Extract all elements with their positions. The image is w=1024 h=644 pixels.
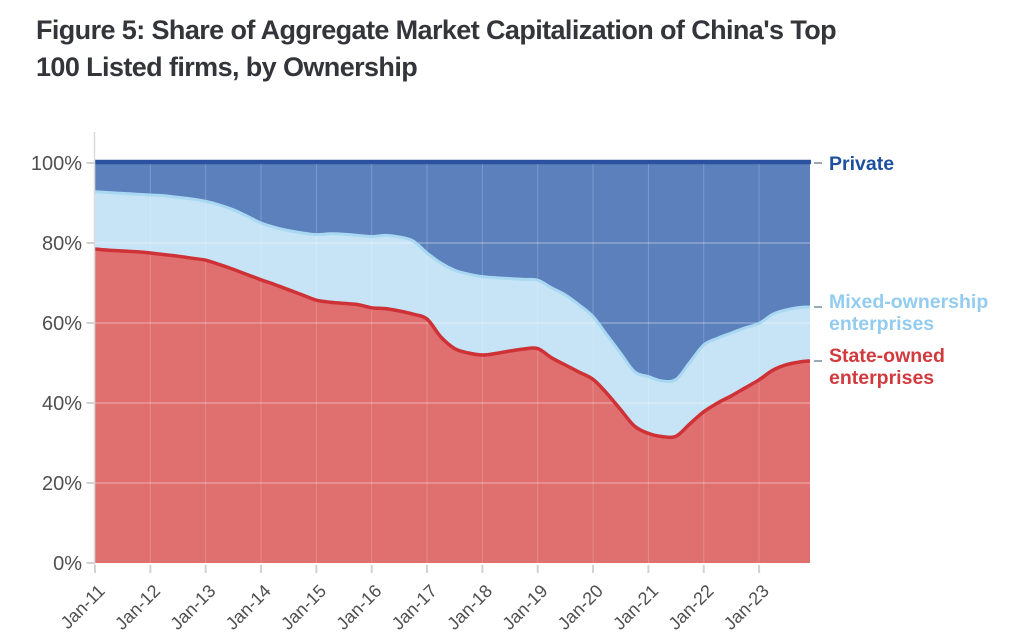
y-tick-label: 60%	[42, 313, 82, 335]
x-tick-label: Jan-12	[111, 581, 164, 634]
x-tick-label: Jan-22	[665, 581, 718, 634]
area-mixed-ownership-enterprises	[95, 191, 810, 438]
legend-label-state-owned-enterprises: State-owned enterprises	[829, 345, 945, 389]
x-tick-label: Jan-23	[720, 581, 773, 634]
legend-label-private: Private	[829, 153, 894, 175]
line-mixed-ownership-enterprises	[94, 190, 811, 384]
figure-title-line2: 100 Listed firms, by Ownership	[36, 52, 418, 82]
y-tick-label: 0%	[53, 553, 82, 575]
y-tick-label: 40%	[42, 393, 82, 415]
x-tick-label: Jan-17	[388, 581, 441, 634]
y-tick-label: 20%	[42, 473, 82, 495]
x-tick-label: Jan-18	[443, 581, 496, 634]
legend-label-mixed-ownership-enterprises: Mixed-ownership enterprises	[829, 291, 988, 335]
line-state-owned-enterprises	[94, 247, 811, 440]
y-tick-label: 100%	[31, 153, 82, 175]
x-tick-label: Jan-13	[166, 581, 219, 634]
figure-title-line1: Figure 5: Share of Aggregate Market Capi…	[36, 15, 837, 45]
x-tick-label: Jan-15	[277, 581, 330, 634]
area-private	[95, 163, 810, 382]
x-tick-label: Jan-16	[332, 581, 385, 634]
x-tick-label: Jan-11	[57, 581, 109, 633]
area-state-owned-enterprises	[95, 249, 810, 563]
x-tick-label: Jan-19	[498, 581, 551, 634]
x-tick-label: Jan-21	[609, 581, 662, 634]
x-tick-label: Jan-14	[222, 581, 275, 634]
x-tick-label: Jan-20	[554, 581, 607, 634]
y-tick-label: 80%	[42, 233, 82, 255]
figure-title: Figure 5: Share of Aggregate Market Capi…	[36, 12, 996, 86]
